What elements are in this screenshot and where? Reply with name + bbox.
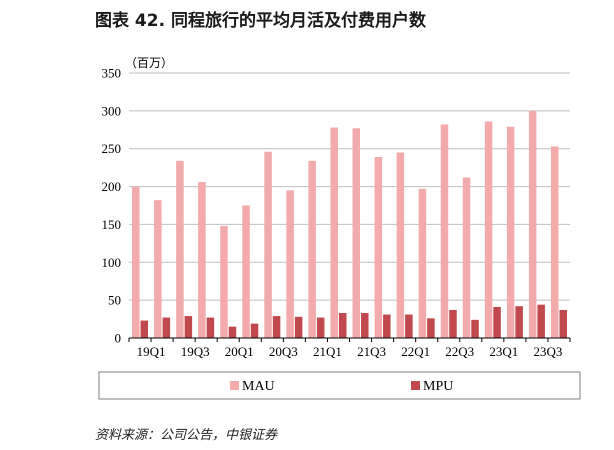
source-note: 资料来源：公司公告，中银证券 bbox=[95, 428, 278, 443]
mau-bar bbox=[352, 128, 361, 338]
x-tick-label: 22Q3 bbox=[445, 344, 474, 359]
mpu-bar bbox=[559, 309, 567, 338]
mpu-bar bbox=[427, 318, 435, 338]
mau-bar bbox=[220, 225, 228, 338]
y-tick-label: 0 bbox=[115, 331, 122, 346]
mau-bar bbox=[506, 126, 515, 338]
y-tick-label: 350 bbox=[102, 66, 122, 81]
x-tick-label: 23Q1 bbox=[489, 344, 518, 359]
mpu-bar bbox=[294, 316, 303, 338]
y-axis-labels: 0 50 100 150 200 250 300 350 bbox=[102, 66, 122, 346]
chart-title: 图表 42. 同程旅行的平均月活及付费用户数 bbox=[95, 11, 426, 31]
x-axis-ticks bbox=[128, 338, 571, 342]
mpu-bar bbox=[162, 317, 171, 338]
mpu-bar bbox=[272, 316, 281, 338]
mau-bar bbox=[484, 121, 493, 338]
mau-bar bbox=[132, 186, 140, 338]
x-tick-label: 21Q3 bbox=[357, 344, 386, 359]
legend-swatch-mau bbox=[230, 381, 239, 390]
mau-bar bbox=[330, 127, 338, 338]
y-tick-label: 250 bbox=[102, 141, 122, 156]
mpu-bar bbox=[184, 316, 193, 338]
mau-bar bbox=[264, 151, 272, 338]
x-tick-label: 23Q3 bbox=[534, 344, 563, 359]
mpu-bar bbox=[471, 319, 479, 338]
legend-label-mau: MAU bbox=[242, 379, 275, 394]
mau-bar bbox=[308, 160, 316, 338]
legend-swatch-mpu bbox=[411, 381, 420, 390]
bars bbox=[132, 110, 567, 338]
mau-bar bbox=[528, 110, 537, 338]
mau-bar bbox=[374, 157, 383, 338]
mpu-bar bbox=[537, 304, 545, 338]
mau-bar bbox=[176, 160, 184, 338]
mau-bar bbox=[286, 190, 294, 338]
bar-chart: 0 50 100 150 200 250 300 350 19Q1 19Q3 20Q1 20Q3 21… bbox=[98, 56, 581, 400]
mpu-bar bbox=[206, 317, 215, 338]
mau-bar bbox=[550, 146, 559, 338]
mpu-bar bbox=[228, 326, 237, 338]
mpu-bar bbox=[515, 306, 523, 338]
y-tick-label: 50 bbox=[108, 293, 121, 308]
gridlines bbox=[129, 72, 570, 301]
mau-bar bbox=[462, 177, 471, 338]
y-tick-label: 100 bbox=[102, 255, 122, 270]
y-tick-label: 150 bbox=[102, 217, 122, 232]
y-axis-unit: （百万） bbox=[125, 56, 173, 70]
x-tick-label: 19Q1 bbox=[137, 344, 166, 359]
x-tick-label: 19Q3 bbox=[181, 344, 210, 359]
x-tick-label: 22Q1 bbox=[401, 344, 430, 359]
mau-bar bbox=[440, 124, 449, 338]
mpu-bar bbox=[316, 317, 325, 338]
legend-label-mpu: MPU bbox=[423, 379, 453, 394]
mau-bar bbox=[154, 200, 162, 338]
y-tick-label: 300 bbox=[102, 103, 122, 118]
x-tick-label: 21Q1 bbox=[313, 344, 342, 359]
mau-bar bbox=[396, 152, 405, 338]
mpu-bar bbox=[405, 314, 413, 338]
mpu-bar bbox=[361, 313, 369, 338]
x-tick-label: 20Q3 bbox=[269, 344, 298, 359]
mpu-bar bbox=[493, 306, 501, 338]
mpu-bar bbox=[140, 320, 149, 338]
x-axis-labels: 19Q1 19Q3 20Q1 20Q3 21Q1 21Q3 22Q1 22Q3 23Q1 23Q3 bbox=[137, 344, 563, 359]
mpu-bar bbox=[338, 313, 347, 338]
y-tick-label: 200 bbox=[102, 179, 122, 194]
mau-bar bbox=[242, 205, 250, 338]
x-tick-label: 20Q1 bbox=[225, 344, 254, 359]
legend: MAU MPU bbox=[230, 379, 453, 394]
mpu-bar bbox=[449, 309, 457, 338]
mau-bar bbox=[198, 182, 206, 338]
mpu-bar bbox=[383, 314, 391, 338]
legend-box bbox=[98, 371, 581, 400]
mpu-bar bbox=[250, 323, 259, 338]
mau-bar bbox=[418, 188, 427, 338]
